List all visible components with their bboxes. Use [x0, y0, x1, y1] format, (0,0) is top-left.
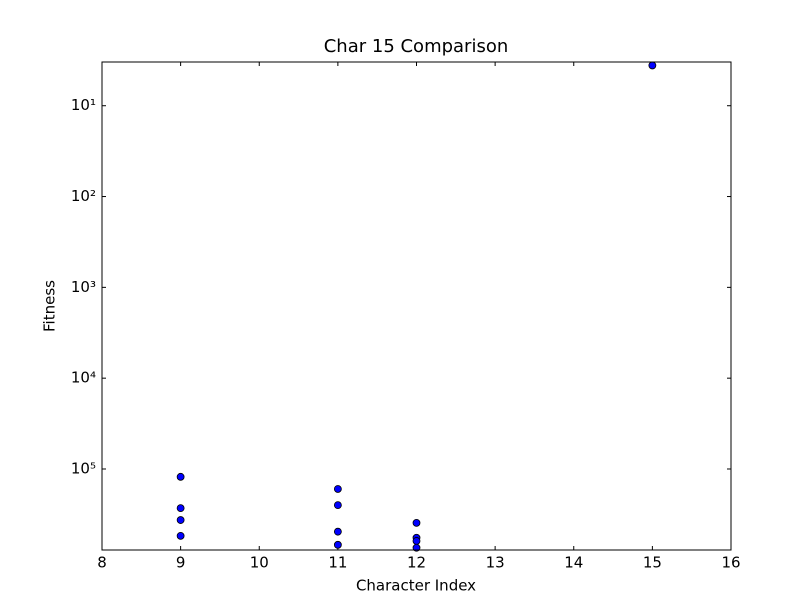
x-tick-label: 14: [564, 554, 583, 572]
x-tick-label: 9: [176, 554, 186, 572]
y-tick-label: 10²: [71, 187, 96, 205]
point: [412, 518, 421, 527]
y-tick-label: 10¹: [71, 96, 96, 114]
point: [176, 472, 185, 481]
point: [333, 485, 342, 493]
x-tick-label: 15: [643, 554, 662, 572]
y-tick-label: 10⁴: [71, 369, 96, 387]
x-axis-label: Character Index: [356, 577, 476, 595]
x-tick-label: 10: [250, 554, 269, 572]
point: [648, 61, 657, 70]
point: [176, 531, 185, 540]
point: [176, 516, 185, 524]
point: [333, 527, 342, 536]
point: [333, 501, 342, 510]
point: [412, 537, 421, 545]
y-tick-label: 10³: [71, 278, 96, 296]
x-tick-label: 16: [721, 554, 740, 572]
x-tick-label: 8: [97, 554, 107, 572]
x-tick-label: 11: [328, 554, 347, 572]
point: [176, 504, 185, 513]
x-tick-label: 12: [407, 554, 426, 572]
y-axis-label: Fitness: [41, 280, 59, 332]
chart-title: Char 15 Comparison: [324, 36, 509, 57]
y-tick-label: 10⁵: [71, 459, 96, 477]
x-tick-label: 13: [486, 554, 505, 572]
point: [333, 540, 342, 549]
plot-frame: [101, 61, 732, 551]
